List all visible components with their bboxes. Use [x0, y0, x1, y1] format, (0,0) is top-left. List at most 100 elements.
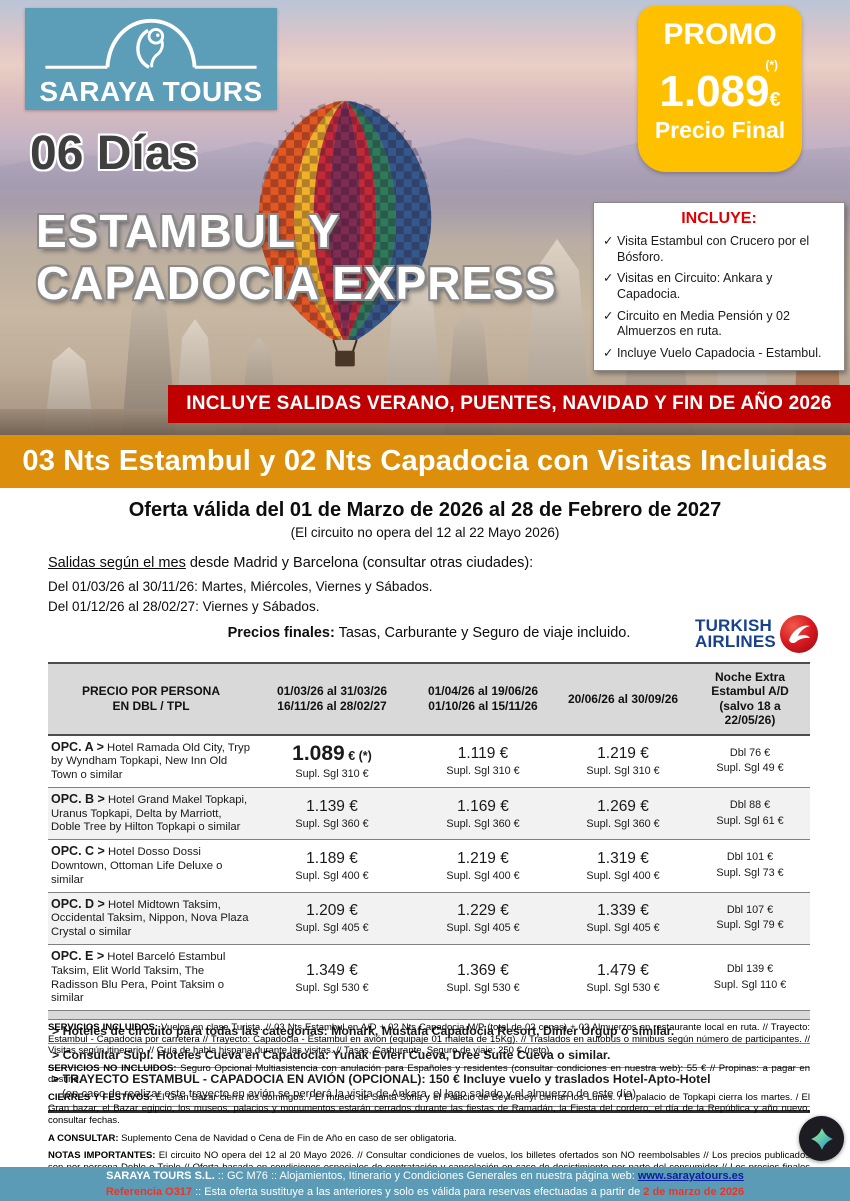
promo-asterisk: (*): [765, 58, 778, 72]
price-value: 1.189 €: [306, 849, 358, 867]
footer-line-1: SARAYA TOURS S.L. :: GC M76 :: Alojamien…: [106, 1170, 744, 1182]
includes-title: INCLUYE:: [681, 210, 757, 227]
header-season-2: 01/04/26 al 19/06/26 01/10/26 al 15/11/2…: [410, 662, 556, 736]
price-value: 1.219 €: [597, 745, 649, 763]
check-icon: ✓: [603, 345, 617, 360]
promo-subtitle: Precio Final: [654, 117, 786, 143]
table-header-row: PRECIO POR PERSONA EN DBL / TPL 01/03/26…: [48, 662, 810, 736]
extra-night-dbl: Dbl 107 €: [726, 903, 774, 916]
price-value: 1.349 €: [306, 961, 358, 979]
single-supplement: Supl. Sgl 310 €: [446, 765, 520, 778]
note-flight-option-detail: (en caso de realizar este trayecto en av…: [62, 1088, 640, 1101]
single-supplement: Supl. Sgl 310 €: [295, 768, 369, 781]
fineprint-section: SERVICIOS INCLUIDOS: Vuelos en clase Tur…: [48, 1022, 810, 1191]
fineprint-a-consultar: A CONSULTAR: Suplemento Cena de Navidad …: [48, 1132, 457, 1144]
extra-night-sgl: Supl. Sgl 73 €: [716, 866, 784, 879]
table-row-opc-c: OPC. C > Hotel Dosso Dossi Downtown, Ott…: [48, 839, 810, 893]
opc-label: OPC. D >: [51, 896, 105, 911]
fineprint-servicios-no-incluidos: SERVICIOS NO INCLUIDOS: Seguro Opcional …: [48, 1062, 810, 1086]
summer-departures-banner: INCLUYE SALIDAS VERANO, PUENTES, NAVIDAD…: [168, 385, 850, 423]
price-value: 1.319 €: [597, 849, 649, 867]
price-value: 1.089: [292, 742, 345, 766]
single-supplement: Supl. Sgl 405 €: [586, 922, 660, 935]
final-prices-note: Precios finales: Tasas, Carburante y Seg…: [227, 625, 631, 641]
footer: SARAYA TOURS S.L. :: GC M76 :: Alojamien…: [0, 1167, 850, 1201]
price-value: 1.369 €: [457, 961, 509, 979]
check-icon: ✓: [603, 271, 617, 286]
header-season-3: 20/06/26 al 30/09/26: [556, 662, 690, 736]
extra-night-dbl: Dbl 88 €: [729, 798, 771, 811]
extra-night-sgl: Supl. Sgl 61 €: [716, 814, 784, 827]
include-item: ✓ Visitas en Circuito: Ankara y Capadoci…: [603, 271, 773, 301]
header-extra-night: Noche Extra Estambul A/D (salvo 18 a 22/…: [690, 662, 810, 736]
nights-banner: 03 Nts Estambul y 02 Nts Capadocia con V…: [0, 435, 850, 488]
airline-emblem-icon: [779, 615, 818, 653]
note-row-circuit-hotels: > Hoteles de circuito para todas las cat…: [48, 1020, 810, 1044]
offer-title: Oferta válida del 01 de Marzo de 2026 al…: [128, 499, 722, 521]
hot-air-balloon-icon: [258, 100, 432, 367]
turkish-airlines-logo: TURKISH AIRLINES: [695, 614, 819, 654]
price-table-section: PRECIO POR PERSONA EN DBL / TPL 01/03/26…: [48, 662, 810, 1113]
departures-intro: Salidas según el mes desde Madrid y Barc…: [48, 555, 534, 571]
table-separator-band: [48, 1011, 810, 1021]
price-value: 1.119 €: [457, 745, 509, 763]
table-row-opc-a: OPC. A > Hotel Ramada Old City, Tryp by …: [48, 734, 810, 788]
hotels-text: Hotel Midtown Taksim, Occidental Taksim,…: [51, 898, 249, 939]
extra-night-sgl: Supl. Sgl 79 €: [716, 919, 784, 932]
extra-night-dbl: Dbl 101 €: [726, 851, 774, 864]
opc-label: OPC. C >: [51, 844, 105, 859]
include-item: ✓ Circuito en Media Pensión y 02 Almuerz…: [603, 308, 790, 339]
footer-reference: Referencia O317: [105, 1185, 193, 1198]
single-supplement: Supl. Sgl 530 €: [295, 981, 369, 994]
footer-company: SARAYA TOURS S.L.: [106, 1170, 215, 1182]
airline-name: TURKISH AIRLINES: [695, 615, 776, 651]
header-season-1: 01/03/26 al 31/03/26 16/11/26 al 28/02/2…: [254, 662, 410, 736]
footer-website-link[interactable]: www.sarayatours.es: [637, 1170, 744, 1182]
single-supplement: Supl. Sgl 400 €: [586, 869, 660, 882]
price-value: 1.209 €: [306, 902, 358, 920]
price-value: 1.229 €: [457, 902, 509, 920]
fineprint-cierres-festivos: CIERRES Y FESTIVOS: El Gran Bazar cierra…: [48, 1091, 811, 1127]
check-icon: ✓: [603, 308, 617, 323]
fineprint-servicios-incluidos: SERVICIOS INCLUIDOS: Vuelos en clase Tur…: [48, 1022, 810, 1057]
single-supplement: Supl. Sgl 360 €: [586, 817, 660, 830]
hotels-text: Hotel Grand Makel Topkapi, Uranus Topkap…: [51, 793, 248, 834]
single-supplement: Supl. Sgl 530 €: [446, 981, 520, 994]
main-title-line2: CAPADOCIA EXPRESS: [36, 257, 557, 309]
hero-photo: SARAYA TOURS PROMO (*) 1.089€ Precio Fin…: [0, 0, 850, 435]
extra-night-sgl: Supl. Sgl 110 €: [713, 978, 787, 991]
single-supplement: Supl. Sgl 310 €: [586, 765, 660, 778]
promo-label: PROMO: [663, 18, 777, 51]
star-widget-icon: [810, 1127, 833, 1150]
table-row-opc-d: OPC. D > Hotel Midtown Taksim, Occidenta…: [48, 892, 810, 945]
price-table: PRECIO POR PERSONA EN DBL / TPL 01/03/26…: [48, 662, 810, 1012]
price-value: 1.219 €: [457, 849, 509, 867]
departure-line-1: Del 01/03/26 al 30/11/26: Martes, Miérco…: [48, 579, 433, 594]
logo-title: SARAYA TOURS: [39, 76, 263, 107]
opc-label: OPC. B >: [51, 791, 105, 806]
note-row-cave-hotels: > Consultar Supl. Hoteles Cueva en Capad…: [48, 1044, 810, 1068]
extra-night-dbl: Dbl 76 €: [729, 746, 771, 759]
saraya-tours-logo: SARAYA TOURS: [25, 8, 277, 110]
price-value: 1.339 €: [597, 902, 649, 920]
price-value: 1.139 €: [306, 797, 358, 815]
opc-label: OPC. E >: [51, 948, 105, 963]
single-supplement: Supl. Sgl 400 €: [446, 869, 520, 882]
hotels-text: Hotel Barceló Estambul Taksim, Elit Worl…: [51, 950, 226, 1005]
falcon-icon: [45, 18, 257, 69]
table-row-opc-e: OPC. E > Hotel Barceló Estambul Taksim, …: [48, 944, 810, 1012]
extra-night-sgl: Supl. Sgl 49 €: [716, 762, 784, 775]
main-title-line1: ESTAMBUL Y: [36, 205, 340, 257]
offer-note: (El circuito no opera del 12 al 22 Mayo …: [290, 525, 560, 540]
price-value: 1.169 €: [457, 797, 509, 815]
single-supplement: Supl. Sgl 360 €: [446, 817, 520, 830]
hotels-text: Hotel Ramada Old City, Tryp by Wyndham T…: [51, 741, 250, 782]
promo-price: 1.089€: [659, 67, 781, 116]
price-value: 1.479 €: [597, 961, 649, 979]
table-row-opc-b: OPC. B > Hotel Grand Makel Topkapi, Uran…: [48, 787, 810, 841]
departure-line-2: Del 01/12/26 al 28/02/27: Viernes y Sába…: [48, 599, 320, 614]
promo-badge: PROMO (*) 1.089€ Precio Final: [638, 6, 802, 172]
chat-widget-button[interactable]: [799, 1116, 844, 1161]
single-supplement: Supl. Sgl 405 €: [446, 922, 520, 935]
